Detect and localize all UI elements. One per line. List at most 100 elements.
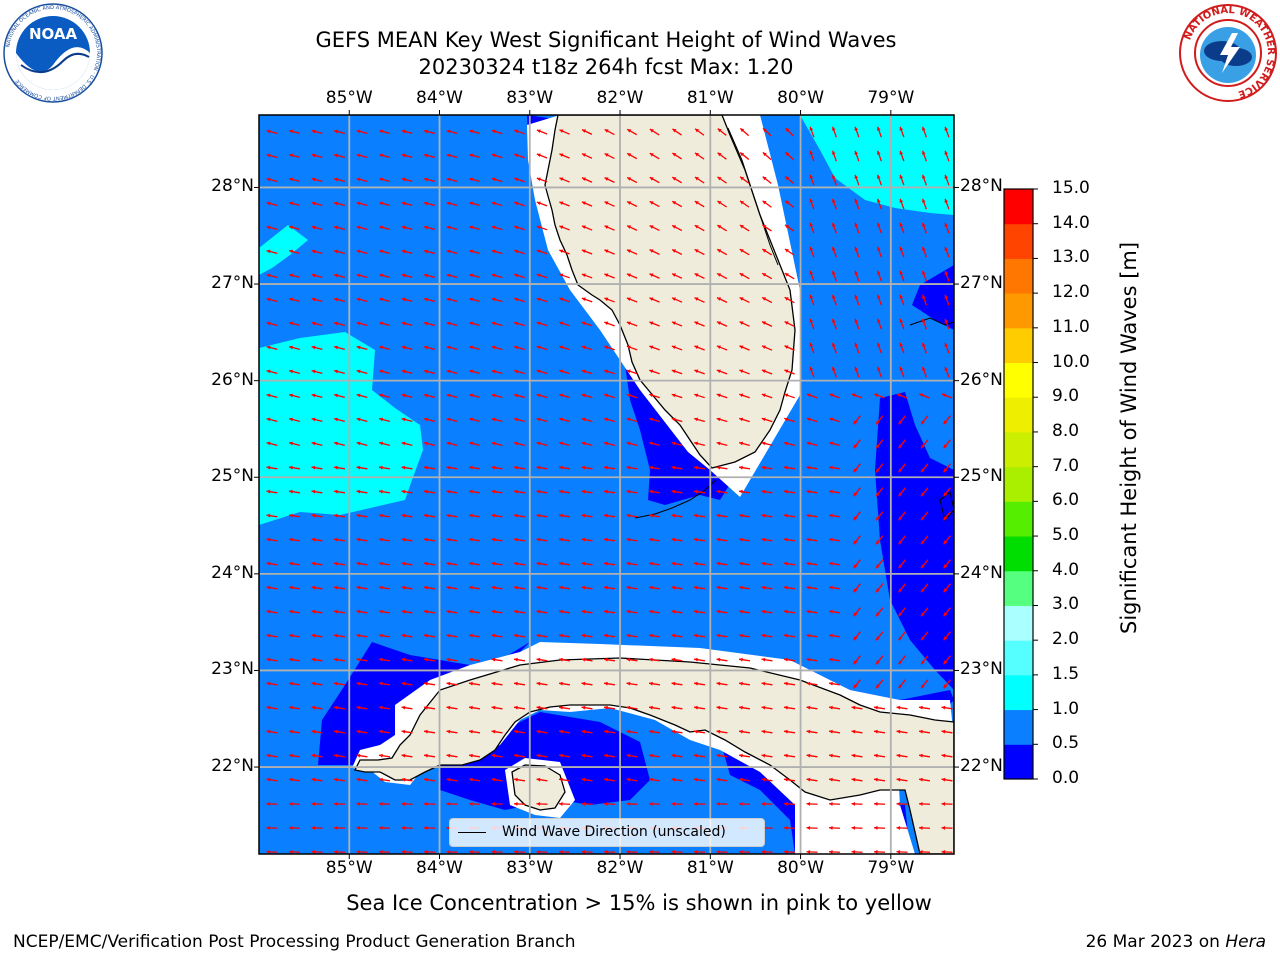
lat-tick-label: 22°N [211,756,254,777]
wind-wave-arrow [806,441,818,447]
wind-wave-arrow [289,129,300,134]
wind-wave-arrow [468,801,481,806]
wind-wave-arrow [648,657,661,662]
wind-wave-arrow [559,345,570,351]
wind-wave-arrow [424,177,435,182]
wind-wave-arrow [896,729,908,734]
wind-wave-arrow [311,129,323,134]
wind-wave-arrow [513,537,526,542]
wind-wave-arrow [491,657,503,662]
wind-wave-arrow [423,681,436,686]
wind-wave-arrow [423,753,436,758]
wind-wave-arrow [806,849,818,854]
wind-wave-arrow [671,200,683,208]
wind-wave-arrow [581,633,593,638]
wind-wave-arrow [311,441,323,446]
wind-wave-arrow [401,249,413,254]
lat-tick-label: 26°N [960,369,1003,390]
wind-wave-arrow [877,150,882,162]
wind-wave-arrow [626,729,638,734]
wind-wave-arrow [828,777,841,782]
wind-wave-arrow [423,561,436,566]
wind-wave-arrow [783,825,796,830]
wind-wave-arrow [536,177,548,183]
wind-wave-arrow [873,801,886,806]
wind-wave-arrow [762,151,772,161]
wind-wave-arrow [513,753,526,758]
wind-wave-arrow [446,345,458,350]
wind-wave-arrow [693,657,706,662]
wind-wave-arrow [899,246,905,258]
wind-wave-arrow [288,657,301,662]
wind-wave-arrow [738,489,751,494]
wind-wave-arrow [356,345,368,350]
lat-tick-label: 28°N [960,176,1003,197]
wind-wave-arrow [424,321,435,326]
wind-wave-arrow [603,705,616,710]
wind-wave-arrow [378,513,391,518]
wind-wave-arrow [603,465,616,470]
wind-wave-arrow [491,537,503,542]
lon-tick-label: 81°W [686,88,734,108]
wind-wave-arrow [739,296,750,304]
wind-wave-arrow [536,129,548,135]
wind-wave-arrow [899,150,905,162]
wind-wave-arrow [875,415,884,425]
wind-wave-arrow [266,393,278,398]
wind-wave-arrow [581,609,593,614]
wind-wave-arrow [693,537,706,542]
wind-wave-arrow [311,849,323,854]
wind-wave-arrow [491,129,503,135]
wind-wave-arrow [289,321,300,326]
wind-wave-arrow [877,174,882,186]
wind-wave-arrow [491,417,503,423]
wind-wave-arrow [738,801,751,806]
wind-wave-arrow [536,657,548,662]
wind-wave-arrow [761,369,773,375]
wind-wave-arrow [806,705,818,710]
wind-wave-arrow [851,729,863,734]
wind-wave-arrow [311,825,323,830]
wind-wave-arrow [941,801,953,806]
wind-wave-arrow [738,585,751,590]
lon-tick-label: 83°W [506,858,554,878]
wind-wave-arrow [289,249,300,254]
wind-wave-arrow [943,607,951,617]
wind-wave-arrow [739,345,750,351]
wind-wave-arrow [333,537,346,542]
wind-wave-arrow [649,345,660,351]
wind-wave-arrow [648,777,661,782]
wind-wave-arrow [806,681,818,686]
wind-wave-arrow [604,441,615,447]
wind-wave-arrow [558,513,571,518]
wind-wave-arrow [558,705,571,710]
wind-wave-arrow [311,465,323,470]
wind-wave-arrow [716,224,728,232]
wind-wave-arrow [356,849,368,854]
wind-wave-arrow [581,249,593,255]
wind-wave-arrow [356,777,368,782]
wind-wave-arrow [626,417,638,423]
wind-wave-arrow [920,463,929,473]
wind-wave-arrow [514,321,525,327]
wind-wave-arrow [378,777,391,782]
wind-wave-arrow [311,657,323,662]
wind-wave-arrow [491,753,503,758]
wind-wave-arrow [266,513,278,518]
wind-wave-arrow [739,176,750,184]
wind-wave-arrow [424,393,435,398]
wind-wave-arrow [356,513,368,518]
wind-wave-arrow [604,369,615,375]
wind-wave-arrow [761,633,773,638]
wind-wave-arrow [356,633,368,638]
wind-wave-arrow [851,393,863,399]
wind-wave-arrow [875,631,884,641]
wind-wave-arrow [806,417,818,423]
wind-wave-arrow [401,177,413,182]
wind-wave-arrow [288,753,301,758]
wind-wave-arrow [626,297,638,303]
wind-wave-arrow [401,585,413,590]
wind-wave-arrow [513,705,526,710]
wind-wave-arrow [626,537,638,542]
wind-wave-arrow [738,681,751,686]
